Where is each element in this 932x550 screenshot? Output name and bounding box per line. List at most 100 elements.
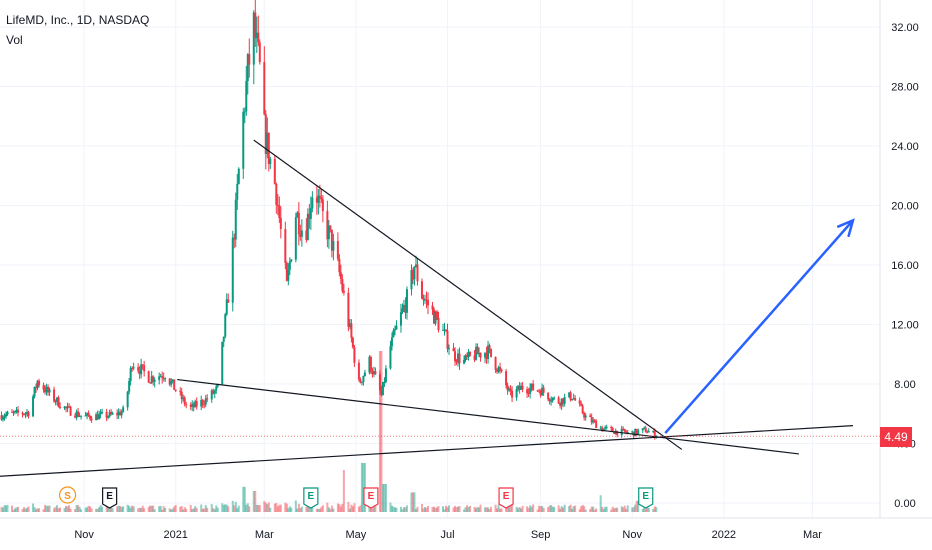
candle-body xyxy=(425,299,428,301)
volume-bar xyxy=(464,507,467,512)
candle-body xyxy=(550,400,553,402)
candle-body xyxy=(350,323,353,338)
candle-body xyxy=(509,388,512,391)
candle-body xyxy=(584,415,587,418)
volume-bar xyxy=(192,508,195,512)
volume-bar xyxy=(248,506,251,512)
candle-body xyxy=(95,414,98,421)
volume-bar xyxy=(655,507,658,512)
candle-body xyxy=(389,346,392,369)
candle-body xyxy=(553,397,556,399)
volume-bar xyxy=(320,506,323,512)
volume-bar xyxy=(641,508,644,512)
y-tick-label: 20.00 xyxy=(891,201,919,213)
volume-bar xyxy=(116,506,119,512)
earnings-marker[interactable] xyxy=(363,487,379,509)
volume-bar xyxy=(520,508,523,512)
candle-body xyxy=(243,111,246,113)
volume-bar xyxy=(610,509,613,512)
volume-bar xyxy=(306,506,309,512)
volume-bar xyxy=(506,506,509,512)
earnings-marker[interactable] xyxy=(638,487,654,509)
volume-bar xyxy=(315,508,318,512)
volume-bar xyxy=(583,506,586,512)
candle-body xyxy=(180,391,183,400)
projection-arrow-head[interactable] xyxy=(836,218,855,238)
candle-body xyxy=(80,415,83,417)
volume-bar xyxy=(44,505,47,512)
chart-legend: LifeMD, Inc., 1D, NASDAQ Vol xyxy=(6,10,149,50)
volume-bar xyxy=(405,505,408,512)
volume-bar xyxy=(584,509,587,512)
volume-bar xyxy=(258,505,261,512)
volume-bar xyxy=(89,506,92,512)
earnings-marker[interactable] xyxy=(498,487,514,509)
volume-bar xyxy=(602,508,605,512)
candle-body xyxy=(210,390,213,400)
volume-bar xyxy=(170,509,173,512)
volume-bar xyxy=(68,505,71,512)
volume-bar xyxy=(213,509,216,512)
volume-bar xyxy=(542,507,545,512)
volume-bar xyxy=(243,486,246,512)
candle-body xyxy=(53,389,56,402)
candle-body xyxy=(189,405,192,407)
volume-bar xyxy=(473,506,476,512)
candle-body xyxy=(279,217,282,229)
volume-bar xyxy=(231,500,234,512)
trendline[interactable] xyxy=(177,378,799,455)
candle-body xyxy=(233,237,236,240)
volume-bar xyxy=(601,506,604,512)
volume-bar xyxy=(374,505,377,512)
candle-body xyxy=(568,392,571,397)
volume-bar xyxy=(532,504,535,512)
candle-body xyxy=(590,417,593,423)
candle-body xyxy=(446,330,449,349)
trendline-drawings[interactable] xyxy=(0,139,855,477)
volume-bar xyxy=(539,506,542,512)
candle-body xyxy=(601,427,604,432)
volume-bar xyxy=(457,506,460,512)
trendline[interactable] xyxy=(0,425,854,477)
volume-bar xyxy=(75,505,78,512)
candle-body xyxy=(557,397,560,404)
candle-body xyxy=(420,281,423,299)
candle-body xyxy=(222,336,225,342)
volume-bar xyxy=(637,500,640,512)
candle-body xyxy=(264,114,267,154)
volume-bar xyxy=(541,506,544,512)
earnings-marker[interactable] xyxy=(102,487,118,509)
candle-body xyxy=(33,386,36,397)
candle-body xyxy=(194,401,197,408)
candle-body xyxy=(195,401,198,407)
candle-body xyxy=(204,398,207,405)
split-marker[interactable] xyxy=(58,486,77,504)
volume-bar xyxy=(297,503,300,512)
trendline[interactable] xyxy=(253,139,683,450)
volume-bar xyxy=(5,505,8,512)
earnings-marker[interactable] xyxy=(303,487,319,509)
candle-body xyxy=(413,266,416,280)
volume-bar xyxy=(632,506,635,512)
volume-indicator-label[interactable]: Vol xyxy=(6,33,23,47)
volume-bar xyxy=(252,491,255,512)
candle-body xyxy=(201,399,204,405)
candle-body xyxy=(602,428,605,432)
volume-bar xyxy=(389,502,392,512)
volume-bar xyxy=(329,509,332,512)
candle-body xyxy=(54,401,57,403)
volume-bar xyxy=(54,506,57,512)
candle-body xyxy=(110,412,113,415)
candle-body xyxy=(246,54,249,82)
volume-bar xyxy=(132,506,135,512)
candle-body xyxy=(162,377,165,379)
volume-bar xyxy=(101,506,104,512)
candle-body xyxy=(635,429,638,435)
candle-body xyxy=(455,361,458,363)
candle-body xyxy=(137,367,140,371)
candle-body xyxy=(520,385,523,390)
candle-body xyxy=(192,403,195,408)
projection-arrow-line[interactable] xyxy=(664,219,854,434)
